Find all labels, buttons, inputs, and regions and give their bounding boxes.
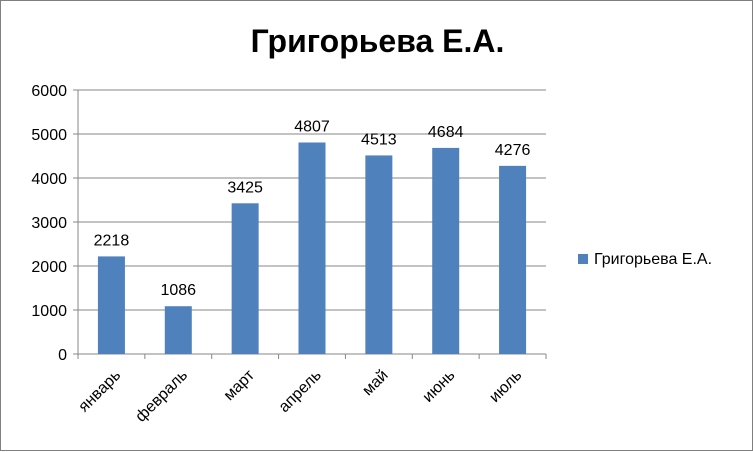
y-tick-label: 1000 [31,303,67,320]
legend-label: Григорьева Е.А. [594,251,712,268]
y-tick-label: 2000 [31,259,67,276]
data-label: 2218 [94,232,130,249]
data-label: 3425 [227,179,263,196]
x-tick-label: январь [75,367,124,416]
data-label: 4684 [428,124,464,141]
x-tick-label: июль [486,367,525,406]
chart-title: Григорьева Е.А. [250,23,505,59]
y-tick-label: 5000 [31,127,67,144]
bar [231,203,259,354]
bar [164,306,192,354]
y-tick-label: 4000 [31,171,67,188]
data-label: 1086 [160,282,196,299]
data-label: 4513 [361,131,397,148]
legend-swatch [578,254,588,264]
x-tick-label: февраль [132,367,191,426]
bar [499,165,527,354]
bar [365,155,393,354]
bar [298,142,326,354]
y-tick-label: 0 [58,347,67,364]
bar [97,256,125,354]
y-tick-label: 3000 [31,215,67,232]
data-label: 4807 [294,118,330,135]
bar [432,147,460,354]
x-tick-label: апрель [276,367,325,416]
data-label: 4276 [495,142,531,159]
x-tick-label: май [359,367,391,399]
y-tick-label: 6000 [31,83,67,100]
x-tick-label: июнь [420,367,459,406]
x-tick-label: март [221,366,259,404]
